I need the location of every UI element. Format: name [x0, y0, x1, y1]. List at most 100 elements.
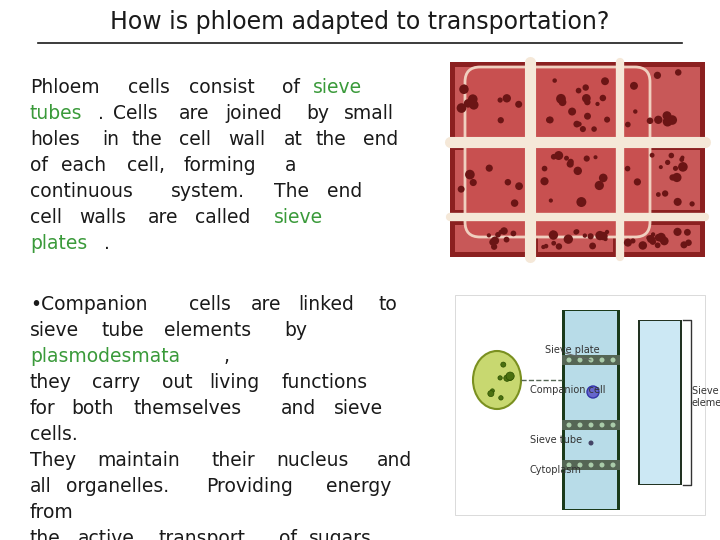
Text: are: are — [179, 104, 209, 123]
Circle shape — [551, 154, 557, 160]
Text: out: out — [162, 373, 192, 392]
Text: sieve: sieve — [30, 321, 79, 340]
Text: of: of — [279, 529, 297, 540]
Circle shape — [577, 357, 582, 362]
Text: are: are — [148, 208, 178, 227]
Circle shape — [593, 155, 598, 159]
Circle shape — [469, 179, 477, 186]
Circle shape — [544, 244, 549, 248]
Circle shape — [498, 376, 503, 380]
Circle shape — [680, 157, 684, 162]
Text: Cells: Cells — [113, 104, 158, 123]
Circle shape — [654, 116, 662, 124]
Circle shape — [588, 233, 594, 239]
Text: sieve: sieve — [312, 78, 362, 97]
Circle shape — [541, 166, 547, 171]
Circle shape — [624, 239, 632, 247]
Circle shape — [576, 88, 582, 93]
Text: the: the — [30, 529, 60, 540]
Circle shape — [456, 103, 467, 113]
Text: at: at — [284, 130, 302, 149]
Text: of: of — [282, 78, 300, 97]
Text: and: and — [377, 451, 413, 470]
Text: Phloem: Phloem — [30, 78, 99, 97]
Circle shape — [567, 160, 574, 167]
Text: How is phloem adapted to transportation?: How is phloem adapted to transportation? — [110, 10, 610, 34]
Circle shape — [551, 231, 555, 235]
Circle shape — [647, 235, 655, 243]
Text: elements: elements — [164, 321, 251, 340]
Circle shape — [549, 231, 558, 240]
Circle shape — [503, 237, 510, 242]
Circle shape — [491, 244, 498, 250]
Circle shape — [564, 156, 569, 160]
FancyBboxPatch shape — [538, 150, 613, 210]
Circle shape — [584, 113, 591, 120]
Circle shape — [680, 156, 685, 160]
Circle shape — [501, 362, 506, 367]
Text: Providing: Providing — [207, 477, 294, 496]
Text: transport: transport — [158, 529, 246, 540]
Text: wall: wall — [228, 130, 265, 149]
Circle shape — [654, 242, 660, 248]
Circle shape — [611, 357, 616, 362]
Text: •Companion: •Companion — [30, 295, 148, 314]
Circle shape — [589, 242, 596, 249]
Circle shape — [499, 396, 503, 400]
Circle shape — [639, 241, 647, 249]
Text: themselves: themselves — [133, 399, 242, 418]
Circle shape — [667, 115, 677, 125]
FancyBboxPatch shape — [620, 67, 700, 137]
Circle shape — [690, 201, 695, 206]
Text: active: active — [78, 529, 135, 540]
Text: Sieve plate: Sieve plate — [545, 345, 600, 355]
Ellipse shape — [473, 351, 521, 409]
Circle shape — [660, 237, 669, 245]
Circle shape — [458, 186, 464, 193]
Circle shape — [685, 239, 692, 246]
Text: cell,: cell, — [127, 156, 165, 175]
Circle shape — [603, 237, 608, 241]
Circle shape — [559, 98, 567, 106]
FancyBboxPatch shape — [562, 310, 620, 510]
Text: by: by — [284, 321, 307, 340]
Text: by: by — [307, 104, 330, 123]
Circle shape — [599, 232, 608, 240]
Text: sieve: sieve — [274, 208, 323, 227]
Circle shape — [577, 197, 586, 207]
Circle shape — [552, 241, 556, 246]
Circle shape — [506, 372, 514, 380]
Circle shape — [611, 462, 616, 468]
Circle shape — [468, 94, 477, 104]
Text: end: end — [327, 182, 362, 201]
Circle shape — [673, 228, 682, 236]
Circle shape — [584, 99, 590, 105]
Text: .: . — [104, 234, 109, 253]
Circle shape — [459, 85, 469, 94]
Text: they: they — [30, 373, 72, 392]
Text: They: They — [30, 451, 76, 470]
FancyBboxPatch shape — [640, 321, 680, 484]
Circle shape — [577, 422, 582, 428]
Circle shape — [654, 234, 662, 241]
Circle shape — [675, 69, 682, 76]
Text: sieve: sieve — [334, 399, 383, 418]
Circle shape — [591, 126, 597, 132]
Circle shape — [604, 117, 610, 123]
Circle shape — [595, 102, 600, 106]
Circle shape — [546, 117, 552, 123]
Text: carry: carry — [91, 373, 140, 392]
Circle shape — [647, 235, 652, 240]
Circle shape — [680, 241, 688, 248]
Circle shape — [669, 153, 674, 158]
Circle shape — [595, 231, 605, 240]
Circle shape — [582, 94, 590, 103]
Circle shape — [488, 390, 494, 397]
FancyBboxPatch shape — [538, 67, 613, 137]
Text: small: small — [344, 104, 394, 123]
Circle shape — [634, 178, 641, 186]
Text: cell: cell — [179, 130, 211, 149]
Circle shape — [605, 230, 609, 234]
Circle shape — [649, 238, 656, 245]
Circle shape — [611, 422, 616, 428]
